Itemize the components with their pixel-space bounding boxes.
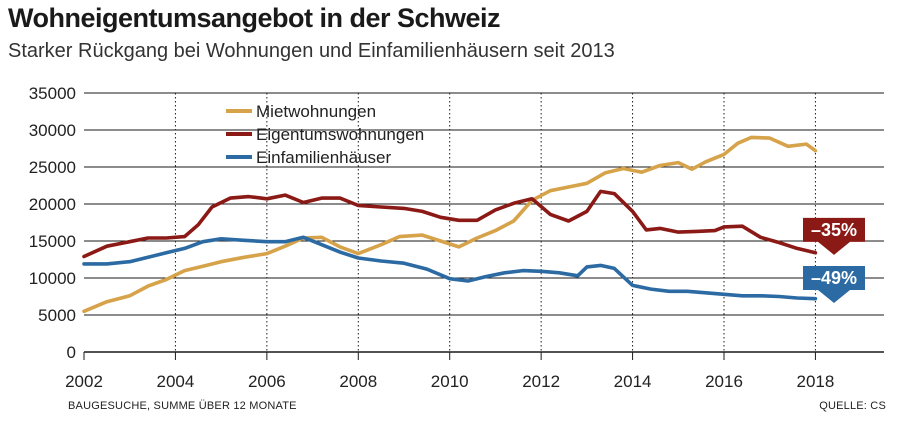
y-tick-label: 5000 <box>38 306 76 325</box>
y-tick-label: 30000 <box>29 121 76 140</box>
chart-subtitle: Starker Rückgang bei Wohnungen und Einfa… <box>8 40 615 62</box>
x-tick-label: 2014 <box>614 372 652 391</box>
annotations: –35% –49% <box>803 217 865 303</box>
y-tick-label: 35000 <box>29 84 76 103</box>
y-tick-label: 10000 <box>29 269 76 288</box>
legend-label-2: Eigentumswohnungen <box>256 125 424 144</box>
x-tick-label: 2016 <box>705 372 743 391</box>
series-lines <box>82 135 818 314</box>
legend: Mietwohnungen Eigentumswohnungen Einfamili… <box>226 102 424 167</box>
series-line-1 <box>82 135 818 314</box>
chart-title: Wohneigentumsangebot in der Schweiz <box>8 3 501 33</box>
y-tick-label: 25000 <box>29 158 76 177</box>
x-tick-label: 2002 <box>65 372 103 391</box>
annotation-label-1: –35% <box>811 220 857 240</box>
annotation-badge-2 <box>803 266 865 303</box>
y-tick-label: 0 <box>67 343 76 362</box>
series-line-3 <box>82 235 818 301</box>
footnote-note: BAUGESUCHE, SUMME ÜBER 12 MONATE <box>68 400 297 412</box>
x-tick-label: 2006 <box>248 372 286 391</box>
y-tick-label: 15000 <box>29 232 76 251</box>
footnote-source: QUELLE: CS <box>819 400 886 412</box>
x-tick-label: 2008 <box>339 372 377 391</box>
grid <box>84 92 884 352</box>
x-tick-label: 2012 <box>522 372 560 391</box>
x-tick-label: 2018 <box>797 372 835 391</box>
annotation-badge-1 <box>803 217 865 255</box>
legend-label-1: Mietwohnungen <box>256 102 376 121</box>
y-tick-label: 20000 <box>29 195 76 214</box>
series-line-2 <box>82 189 818 259</box>
legend-label-3: Einfamilienhäuser <box>256 148 391 167</box>
annotation-label-2: –49% <box>811 268 857 288</box>
x-tick-label: 2004 <box>157 372 195 391</box>
axes: 0 5000 10000 15000 20000 25000 30000 35000 2002 2… <box>29 84 884 391</box>
x-tick-label: 2010 <box>431 372 469 391</box>
